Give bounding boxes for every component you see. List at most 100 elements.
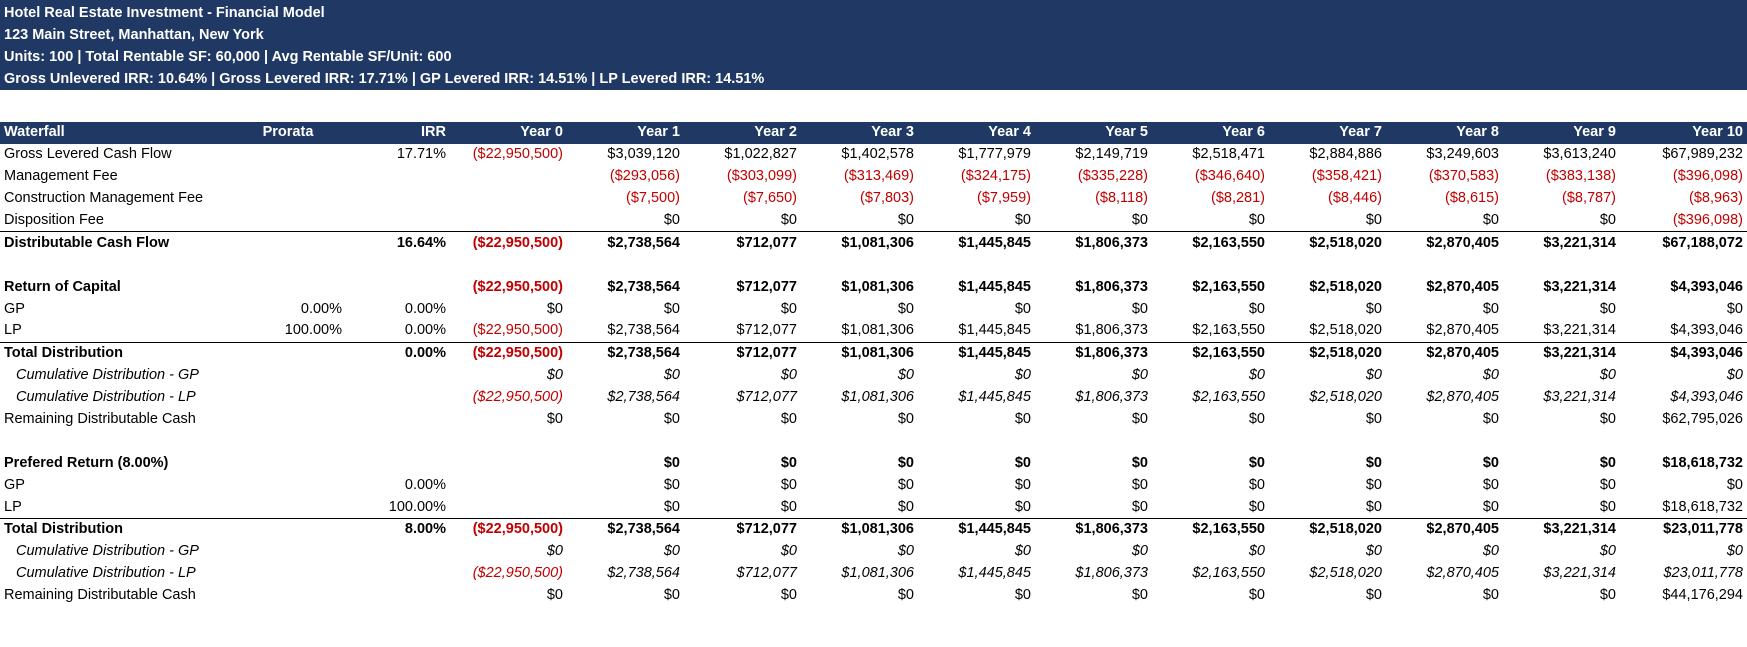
value-cell: ($22,950,500) (472, 146, 563, 163)
value-cell: $0 (1014, 498, 1031, 515)
value-cell: ($7,959) (976, 190, 1031, 207)
value-cell (918, 430, 1035, 452)
value-cell: $2,870,405 (1426, 322, 1499, 339)
table-row: Total Distribution 8.00% ($22,950,500) $2,7… (0, 518, 1747, 541)
prorata-cell (230, 188, 346, 210)
value-cell: $0 (1248, 411, 1265, 428)
value-cell: $2,163,550 (1192, 278, 1265, 295)
value-cell: $0 (1726, 300, 1743, 317)
value-cell: $0 (1131, 543, 1148, 560)
value-cell: ($8,787) (1561, 190, 1616, 207)
value-cell: $18,618,732 (1662, 498, 1743, 515)
value-cell (918, 254, 1035, 276)
value-cell: $0 (546, 543, 563, 560)
prorata-cell (230, 387, 346, 409)
value-cell: $0 (1131, 454, 1148, 471)
value-cell: $67,188,072 (1620, 231, 1747, 255)
table-row: Cumulative Distribution - LP ($22,950,500… (0, 387, 1747, 409)
row-label: Cumulative Distribution - LP (16, 389, 196, 406)
value-cell: ($8,118) (1095, 190, 1148, 207)
value-cell: $0 (663, 476, 680, 493)
value-cell: $0 (1014, 212, 1031, 228)
irr-cell: 0.00% (346, 341, 450, 365)
irr-cell (346, 166, 450, 188)
row-label (0, 430, 230, 452)
value-cell: $0 (1599, 454, 1616, 471)
value-cell: $0 (780, 300, 797, 317)
value-cell: ($22,950,500) (472, 278, 563, 295)
value-cell: $2,518,020 (1269, 341, 1386, 365)
table-row: Cumulative Distribution - GP $0 $0 $0 $0 $0 $0… (0, 541, 1747, 563)
prorata-cell (230, 496, 346, 518)
row-label: Gross Levered Cash Flow (4, 146, 172, 163)
value-cell: ($346,640) (1194, 168, 1265, 185)
value-cell: $0 (1482, 454, 1499, 471)
value-cell (1035, 430, 1152, 452)
value-cell: $0 (1599, 498, 1616, 515)
value-cell: $1,081,306 (801, 518, 918, 541)
value-cell: $2,738,564 (607, 278, 680, 295)
value-cell: $18,618,732 (1662, 454, 1743, 471)
value-cell: $0 (1482, 476, 1499, 493)
value-cell (450, 166, 567, 188)
value-cell: $1,806,373 (1035, 341, 1152, 365)
irr-cell (346, 585, 450, 607)
value-cell: ($7,650) (742, 190, 797, 207)
value-cell: $0 (1482, 212, 1499, 228)
table-row: Distributable Cash Flow 16.64% ($22,950,50… (0, 231, 1747, 255)
value-cell: $2,738,564 (567, 341, 684, 365)
prorata-cell (230, 452, 346, 474)
value-cell: $0 (897, 543, 914, 560)
irr-cell (346, 387, 450, 409)
column-header: Waterfall (0, 122, 230, 144)
value-cell: $712,077 (736, 565, 797, 582)
irr-cell: 0.00% (404, 322, 446, 339)
prorata-cell (230, 276, 346, 298)
waterfall-body: Gross Levered Cash Flow 17.71% ($22,950,50… (0, 144, 1747, 607)
value-cell: $3,039,120 (607, 146, 680, 163)
value-cell: $0 (1365, 587, 1382, 604)
value-cell (1269, 430, 1386, 452)
value-cell (1620, 254, 1747, 276)
value-cell: $0 (1014, 476, 1031, 493)
prorata-cell: 100.00% (284, 322, 342, 339)
value-cell: $0 (663, 212, 680, 228)
value-cell: ($22,950,500) (472, 322, 563, 339)
value-cell: $0 (1482, 543, 1499, 560)
value-cell: $4,393,046 (1620, 341, 1747, 365)
row-label: Cumulative Distribution - GP (16, 367, 199, 384)
value-cell: $712,077 (736, 322, 797, 339)
value-cell (450, 496, 567, 518)
table-row: Prefered Return (8.00%) $0 $0 $0 $0 $0 $0 $0 $0 $… (0, 452, 1747, 474)
value-cell: $0 (1599, 367, 1616, 384)
value-cell: $0 (780, 454, 797, 471)
column-header: Year 8 (1386, 122, 1503, 144)
value-cell: $2,518,020 (1309, 389, 1382, 406)
table-row: Cumulative Distribution - LP ($22,950,500… (0, 563, 1747, 585)
row-label: Remaining Distributable Cash (4, 411, 196, 428)
irr-cell (346, 541, 450, 563)
value-cell: $1,402,578 (841, 146, 914, 163)
value-cell: $3,221,314 (1503, 341, 1620, 365)
column-header: Year 2 (684, 122, 801, 144)
value-cell: $67,989,232 (1662, 146, 1743, 163)
value-cell: $1,445,845 (918, 518, 1035, 541)
value-cell: $0 (1014, 454, 1031, 471)
value-cell (1035, 254, 1152, 276)
value-cell: $0 (780, 543, 797, 560)
value-cell: $712,077 (684, 341, 801, 365)
value-cell: $0 (897, 498, 914, 515)
value-cell: $0 (546, 587, 563, 604)
value-cell: $0 (1726, 543, 1743, 560)
value-cell: ($7,803) (859, 190, 914, 207)
value-cell: $0 (663, 543, 680, 560)
value-cell: $1,806,373 (1035, 518, 1152, 541)
prorata-cell (230, 166, 346, 188)
value-cell: ($370,583) (1428, 168, 1499, 185)
value-cell: $712,077 (684, 231, 801, 255)
value-cell: ($7,500) (625, 190, 680, 207)
value-cell: $0 (546, 367, 563, 384)
value-cell: $0 (663, 367, 680, 384)
value-cell: $0 (1248, 543, 1265, 560)
value-cell: $0 (1248, 587, 1265, 604)
